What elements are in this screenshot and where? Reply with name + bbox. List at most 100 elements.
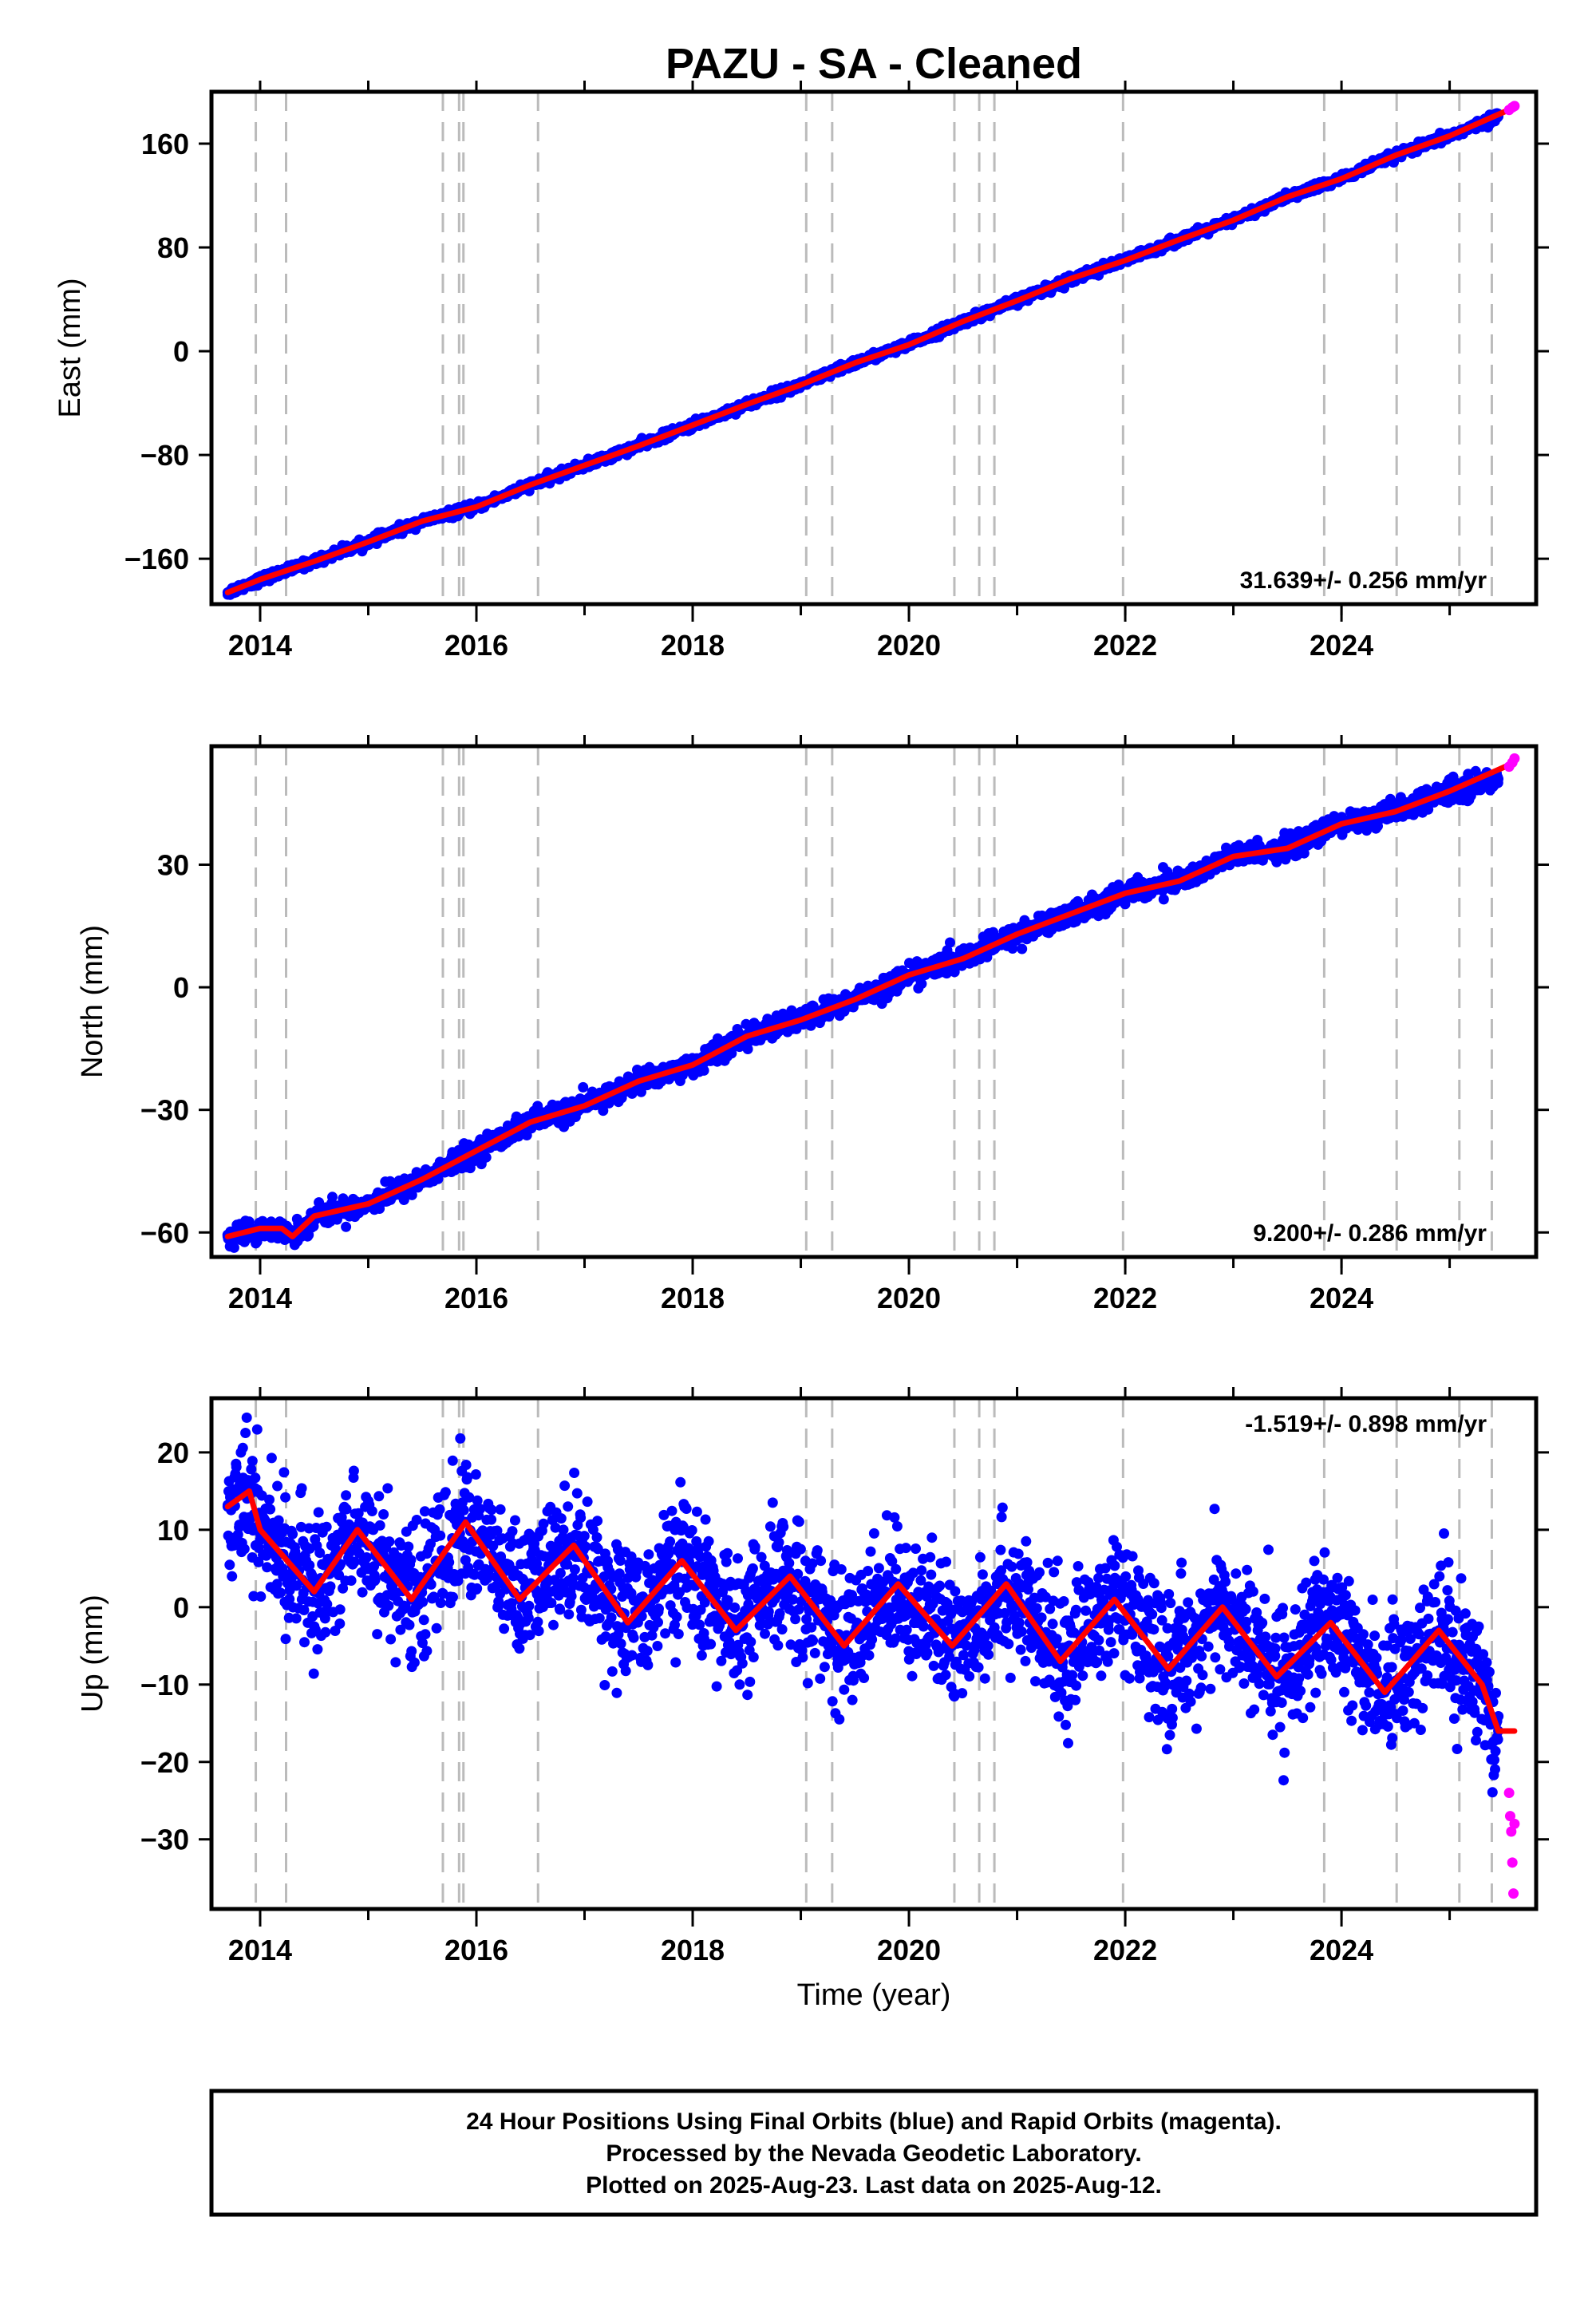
up-final-orbit-point: [280, 1634, 291, 1645]
up-final-orbit-point: [385, 1634, 397, 1645]
up-final-orbit-point: [312, 1644, 323, 1655]
north-final-orbit-point: [945, 937, 955, 948]
up-final-orbit-point: [262, 1562, 273, 1573]
up-final-orbit-point: [247, 1456, 258, 1467]
north-final-orbit-point: [598, 1105, 609, 1117]
north-final-orbit-point: [341, 1221, 352, 1232]
up-final-orbit-point: [346, 1575, 357, 1586]
north-final-orbit-point: [1493, 773, 1504, 785]
north-y-tick-label: −30: [140, 1094, 189, 1127]
up-final-orbit-point: [349, 1556, 360, 1567]
up-final-orbit-point: [403, 1541, 414, 1552]
north-model-line: [224, 760, 1518, 1239]
up-final-orbit-point: [250, 1472, 261, 1484]
up-final-orbit-point: [266, 1452, 277, 1464]
up-final-orbit-point: [341, 1504, 352, 1515]
north-final-orbit-point: [1017, 943, 1028, 954]
up-final-orbit-point: [255, 1591, 267, 1602]
north-final-orbit-point: [480, 1152, 492, 1163]
east-y-tick-label: 0: [173, 335, 189, 368]
up-final-orbit-point: [348, 1465, 359, 1476]
up-final-orbit-point: [320, 1626, 331, 1638]
north-data-layer: [222, 753, 1520, 1253]
up-final-orbit-point: [404, 1619, 415, 1630]
up-final-orbit-point: [284, 1594, 295, 1605]
north-y-tick-label: 30: [157, 848, 189, 881]
up-final-orbit-point: [231, 1461, 242, 1472]
east-y-axis-label: East (mm): [53, 278, 87, 417]
up-data-layer: [222, 1412, 1520, 1899]
up-final-orbit-point: [314, 1547, 326, 1559]
north-x-tick-label: 2018: [661, 1282, 725, 1314]
north-x-tick-label: 2022: [1093, 1282, 1157, 1314]
up-final-orbit-point: [273, 1515, 284, 1526]
east-plot-frame: [209, 89, 1539, 607]
up-final-orbit-point: [361, 1552, 372, 1563]
east-x-tick-label: 2020: [877, 629, 941, 662]
north-final-orbit-point: [916, 978, 927, 990]
up-final-orbit-point: [280, 1492, 291, 1503]
north-y-axis-label: North (mm): [76, 925, 109, 1078]
up-final-orbit-point: [384, 1536, 395, 1547]
up-final-orbit-point: [240, 1428, 251, 1438]
figure-title: PAZU - SA - Cleaned: [666, 40, 1082, 88]
up-final-orbit-point: [369, 1561, 380, 1572]
up-final-orbit-point: [383, 1600, 394, 1611]
east-x-tick-label: 2018: [661, 629, 725, 662]
up-final-orbit-point: [353, 1508, 364, 1519]
up-final-orbit-point: [400, 1601, 411, 1612]
up-final-orbit-point: [382, 1483, 393, 1494]
up-final-orbit-point: [246, 1464, 257, 1475]
up-final-orbit-point: [299, 1637, 310, 1648]
up-final-orbit-point: [325, 1581, 336, 1592]
east-x-tick-label: 2016: [444, 629, 508, 662]
north-plot-frame: [209, 744, 1539, 1259]
up-final-orbit-point: [378, 1509, 389, 1520]
up-final-orbit-point: [265, 1504, 276, 1515]
up-final-orbit-point: [395, 1624, 406, 1635]
east-y-tick-label: −80: [140, 439, 189, 472]
up-final-orbit-point: [308, 1668, 319, 1679]
up-final-orbit-point: [341, 1490, 352, 1501]
up-final-orbit-point: [224, 1559, 235, 1571]
up-final-orbit-point: [372, 1629, 383, 1640]
up-final-orbit-point: [237, 1442, 248, 1453]
north-final-orbit-point: [228, 1242, 239, 1253]
up-final-orbit-point: [334, 1618, 346, 1629]
up-final-orbit-point: [227, 1571, 238, 1582]
north-final-orbit-point: [578, 1081, 589, 1093]
up-final-orbit-point: [279, 1467, 290, 1478]
east-x-tick-label: 2024: [1310, 629, 1373, 662]
up-final-orbit-point: [304, 1559, 315, 1571]
up-final-orbit-point: [357, 1587, 368, 1598]
up-final-orbit-point: [272, 1480, 283, 1492]
east-y-tick-label: 160: [141, 128, 189, 160]
up-final-orbit-point: [296, 1483, 307, 1494]
east-y-tick-label: 80: [157, 231, 189, 264]
north-x-tick-label: 2014: [228, 1282, 292, 1314]
up-final-orbit-point: [241, 1412, 252, 1423]
north-final-orbit-point: [742, 1044, 753, 1054]
up-final-orbit-point: [366, 1506, 377, 1516]
up-final-orbit-point: [239, 1543, 250, 1555]
north-x-tick-label: 2024: [1310, 1282, 1373, 1314]
up-final-orbit-point: [405, 1555, 417, 1565]
north-final-orbit-point: [1158, 894, 1169, 905]
east-data-layer: [222, 101, 1520, 600]
north-x-tick-label: 2016: [444, 1282, 508, 1314]
up-final-orbit-point: [390, 1657, 401, 1668]
north-x-tick-label: 2020: [877, 1282, 941, 1314]
north-rate-label: 9.200+/- 0.286 mm/yr: [1253, 1220, 1487, 1247]
up-final-orbit-point: [406, 1646, 417, 1657]
east-x-tick-label: 2014: [228, 629, 292, 662]
north-final-orbit-point: [433, 1173, 444, 1184]
up-final-orbit-point: [275, 1587, 286, 1599]
east-rate-label: 31.639+/- 0.256 mm/yr: [1240, 567, 1487, 594]
up-final-orbit-point: [313, 1507, 324, 1518]
up-final-orbit-point: [271, 1579, 282, 1590]
